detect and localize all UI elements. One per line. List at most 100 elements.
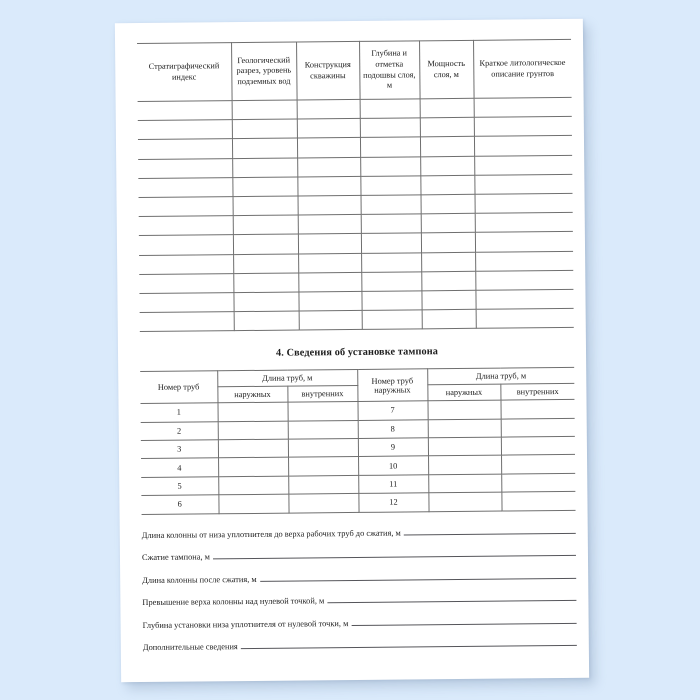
stratigraphy-blank-cell[interactable] <box>361 271 422 292</box>
stratigraphy-blank-cell[interactable] <box>232 176 298 197</box>
stratigraphy-blank-cell[interactable] <box>359 98 420 119</box>
stratigraphy-blank-cell[interactable] <box>232 157 298 178</box>
stratigraphy-blank-cell[interactable] <box>360 175 421 196</box>
stratigraphy-blank-cell[interactable] <box>473 116 572 137</box>
stratigraphy-blank-cell[interactable] <box>419 98 474 119</box>
stratigraphy-blank-cell[interactable] <box>419 117 474 138</box>
outer-length-right-input[interactable] <box>428 492 502 512</box>
stratigraphy-blank-cell[interactable] <box>419 136 475 157</box>
stratigraphy-blank-cell[interactable] <box>420 194 475 214</box>
inner-length-left-input[interactable] <box>288 493 359 513</box>
stratigraphy-blank-cell[interactable] <box>420 232 476 253</box>
stratigraphy-blank-cell[interactable] <box>473 135 573 156</box>
stratigraphy-blank-cell[interactable] <box>298 252 362 273</box>
stratigraphy-blank-cell[interactable] <box>297 214 361 235</box>
fill-in-line-blank[interactable] <box>327 592 577 604</box>
outer-length-right-input[interactable] <box>427 400 501 420</box>
stratigraphy-blank-cell[interactable] <box>297 195 361 216</box>
outer-length-left-input[interactable] <box>217 439 289 459</box>
fill-in-line-blank[interactable] <box>403 525 576 536</box>
stratigraphy-blank-cell[interactable] <box>138 196 233 217</box>
stratigraphy-blank-cell[interactable] <box>233 291 299 312</box>
stratigraphy-blank-cell[interactable] <box>361 290 422 311</box>
inner-length-left-input[interactable] <box>287 438 359 458</box>
inner-length-right-input[interactable] <box>500 436 576 456</box>
stratigraphy-blank-cell[interactable] <box>233 311 299 331</box>
stratigraphy-blank-cell[interactable] <box>474 231 574 252</box>
stratigraphy-blank-cell[interactable] <box>421 251 476 272</box>
stratigraphy-blank-cell[interactable] <box>360 156 421 177</box>
outer-length-left-input[interactable] <box>218 457 289 477</box>
stratigraphy-blank-cell[interactable] <box>474 193 573 214</box>
stratigraphy-blank-cell[interactable] <box>475 250 574 272</box>
stratigraphy-blank-cell[interactable] <box>474 212 573 233</box>
inner-length-right-input[interactable] <box>500 418 575 438</box>
stratigraphy-blank-cell[interactable] <box>474 174 573 195</box>
stratigraphy-blank-cell[interactable] <box>360 213 421 234</box>
stratigraphy-blank-cell[interactable] <box>232 215 298 235</box>
stratigraphy-blank-cell[interactable] <box>139 254 234 275</box>
stratigraphy-blank-cell[interactable] <box>138 177 233 198</box>
stratigraphy-blank-cell[interactable] <box>420 213 475 234</box>
stratigraphy-blank-cell[interactable] <box>360 194 421 215</box>
stratigraphy-blank-cell[interactable] <box>296 137 361 158</box>
stratigraphy-blank-cell[interactable] <box>359 137 421 157</box>
outer-length-left-input[interactable] <box>218 475 289 495</box>
outer-length-right-input[interactable] <box>427 437 502 457</box>
stratigraphy-blank-cell[interactable] <box>298 310 362 331</box>
stratigraphy-blank-cell[interactable] <box>139 273 234 294</box>
stratigraphy-blank-cell[interactable] <box>475 289 574 310</box>
stratigraphy-blank-cell[interactable] <box>297 233 362 254</box>
outer-length-right-input[interactable] <box>428 455 502 475</box>
stratigraphy-blank-cell[interactable] <box>231 100 297 120</box>
stratigraphy-blank-cell[interactable] <box>420 175 475 195</box>
stratigraphy-blank-cell[interactable] <box>298 272 362 292</box>
stratigraphy-blank-cell[interactable] <box>474 154 573 176</box>
stratigraphy-blank-cell[interactable] <box>360 233 422 253</box>
stratigraphy-blank-cell[interactable] <box>138 234 234 256</box>
stratigraphy-blank-cell[interactable] <box>231 119 297 140</box>
fill-in-line-blank[interactable] <box>259 570 577 582</box>
inner-length-left-input[interactable] <box>287 420 358 440</box>
stratigraphy-blank-cell[interactable] <box>137 100 232 121</box>
inner-length-right-input[interactable] <box>501 491 576 511</box>
stratigraphy-blank-cell[interactable] <box>231 138 298 159</box>
outer-length-left-input[interactable] <box>217 420 288 440</box>
stratigraphy-blank-cell[interactable] <box>138 215 233 236</box>
stratigraphy-blank-cell[interactable] <box>420 155 475 176</box>
stratigraphy-blank-cell[interactable] <box>421 290 476 310</box>
stratigraphy-blank-cell[interactable] <box>359 118 420 138</box>
stratigraphy-blank-cell[interactable] <box>473 97 572 118</box>
inner-length-left-input[interactable] <box>288 456 359 476</box>
stratigraphy-blank-cell[interactable] <box>296 99 360 120</box>
outer-length-right-input[interactable] <box>428 473 502 493</box>
stratigraphy-blank-cell[interactable] <box>138 158 233 179</box>
inner-length-left-input[interactable] <box>287 401 358 421</box>
fill-in-line-blank[interactable] <box>351 615 577 626</box>
stratigraphy-blank-cell[interactable] <box>137 139 233 160</box>
stratigraphy-blank-cell[interactable] <box>361 309 422 330</box>
stratigraphy-blank-cell[interactable] <box>233 272 299 293</box>
stratigraphy-blank-cell[interactable] <box>475 270 574 291</box>
fill-in-line-blank[interactable] <box>212 547 576 560</box>
stratigraphy-blank-cell[interactable] <box>475 308 574 329</box>
stratigraphy-blank-cell[interactable] <box>298 291 362 312</box>
stratigraphy-blank-cell[interactable] <box>421 271 476 291</box>
stratigraphy-blank-cell[interactable] <box>137 119 232 140</box>
stratigraphy-blank-cell[interactable] <box>232 195 298 216</box>
stratigraphy-blank-cell[interactable] <box>297 176 361 196</box>
inner-length-right-input[interactable] <box>501 454 576 474</box>
outer-length-left-input[interactable] <box>218 494 289 514</box>
outer-length-left-input[interactable] <box>217 402 288 422</box>
inner-length-right-input[interactable] <box>500 399 575 419</box>
fill-in-line-blank[interactable] <box>240 637 577 650</box>
stratigraphy-blank-cell[interactable] <box>232 234 299 255</box>
stratigraphy-blank-cell[interactable] <box>296 118 360 139</box>
stratigraphy-blank-cell[interactable] <box>297 156 361 177</box>
stratigraphy-blank-cell[interactable] <box>139 292 234 313</box>
stratigraphy-blank-cell[interactable] <box>361 252 422 273</box>
inner-length-left-input[interactable] <box>288 475 359 495</box>
outer-length-right-input[interactable] <box>427 418 501 438</box>
stratigraphy-blank-cell[interactable] <box>139 311 234 332</box>
inner-length-right-input[interactable] <box>501 473 576 493</box>
